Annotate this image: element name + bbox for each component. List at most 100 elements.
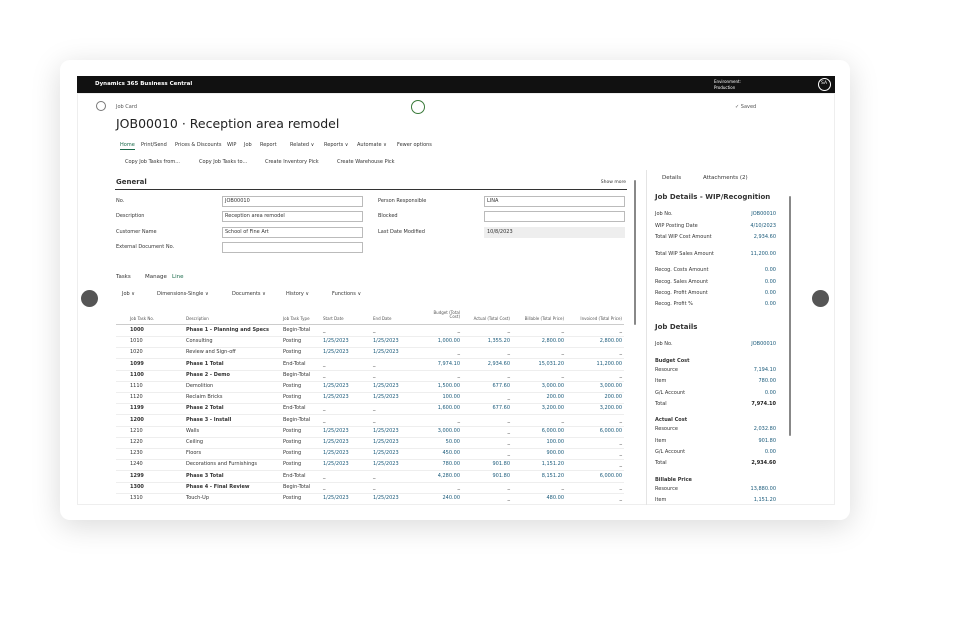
table-cell[interactable]: 1100 [130, 371, 144, 378]
tab[interactable]: Tasks [116, 274, 131, 280]
table-cell: _ [619, 450, 623, 457]
factbox-label: Item [655, 437, 667, 444]
factbox-value[interactable]: 7,194.10 [753, 366, 776, 373]
factbox-value[interactable]: 0.00 [764, 267, 776, 274]
table-cell: _ [619, 349, 623, 356]
table-cell: 1/25/2023 [323, 349, 349, 356]
table-cell: _ [323, 371, 326, 378]
menu-item[interactable]: Print/Send [141, 142, 167, 148]
table-cell[interactable]: 1210 [130, 427, 143, 434]
menu-item[interactable]: Automate ∨ [357, 142, 387, 148]
table-cell[interactable]: 1230 [130, 450, 143, 457]
factbox-value[interactable]: 2,934.60 [753, 234, 776, 240]
table-cell[interactable]: 1120 [130, 394, 143, 401]
field-input[interactable] [484, 227, 625, 238]
table-cell[interactable]: 1300 [130, 483, 144, 490]
factbox-value[interactable]: 7,974.10 [751, 400, 776, 407]
table-cell: Posting [283, 394, 302, 401]
factbox-value[interactable]: 2,032.80 [753, 426, 776, 433]
table-cell[interactable]: 1000 [130, 327, 144, 333]
field-input[interactable] [484, 196, 625, 207]
factbox-value[interactable]: 0.00 [764, 449, 776, 455]
table-cell[interactable]: 1199 [130, 405, 144, 412]
avatar[interactable] [818, 78, 831, 91]
tab[interactable]: Line [172, 274, 184, 280]
table-cell[interactable]: 1099 [130, 360, 144, 367]
column-header: Start Date [323, 316, 344, 321]
factbox-value[interactable]: 1,151.20 [753, 497, 776, 504]
factbox-label: Job No. [655, 211, 673, 217]
row-divider [116, 425, 624, 427]
toolbar-button[interactable]: Dimensions-Single ∨ [157, 291, 209, 297]
table-cell[interactable]: 1310 [130, 495, 143, 501]
action-button[interactable]: Copy Job Tasks to... [199, 159, 248, 165]
action-button[interactable]: Copy Job Tasks from... [125, 159, 180, 165]
factbox-label: Recog. Profit % [655, 301, 693, 308]
table-cell: _ [323, 360, 326, 367]
menu-item[interactable]: Reports ∨ [324, 142, 349, 148]
table-cell: 1/25/2023 [373, 439, 399, 445]
table-cell[interactable]: 1220 [130, 439, 143, 445]
field-input[interactable] [222, 211, 363, 222]
menu-item[interactable]: Related ∨ [290, 142, 315, 148]
toolbar-button[interactable]: Documents ∨ [232, 291, 266, 297]
factbox-value[interactable]: 2,934.60 [751, 460, 776, 467]
factbox-tab[interactable]: Details [662, 175, 682, 181]
table-cell: 11,200.00 [596, 360, 622, 367]
factbox-value[interactable]: 901.80 [758, 437, 777, 444]
table-cell: 100.00 [442, 394, 461, 401]
table-cell[interactable]: 1240 [130, 461, 143, 468]
tab[interactable]: Manage [145, 274, 167, 280]
table-cell: 1/25/2023 [373, 450, 399, 457]
edit-button[interactable] [411, 100, 425, 114]
table-cell[interactable]: 1020 [130, 349, 143, 356]
row-divider [116, 448, 624, 449]
column-header: Billable (Total Price) [524, 316, 564, 321]
table-cell: _ [457, 349, 461, 356]
action-button[interactable]: Create Warehouse Pick [337, 159, 395, 165]
field-input[interactable] [222, 196, 363, 207]
table-cell: 3,200.00 [599, 405, 622, 412]
factbox-value[interactable]: 13,880.00 [750, 485, 776, 492]
menu-item[interactable]: Report [260, 142, 277, 148]
column-header: End Date [373, 316, 392, 321]
factbox-value[interactable]: 0.00 [764, 389, 776, 396]
environment-label: Environment: [714, 79, 741, 84]
menu-item[interactable]: Job [244, 142, 252, 148]
prev-button[interactable] [81, 290, 98, 307]
table-cell: 3,200.00 [541, 405, 564, 412]
factbox-value[interactable]: 0.00 [764, 290, 776, 296]
toolbar-button[interactable]: Job ∨ [122, 291, 135, 297]
back-button[interactable] [96, 101, 106, 111]
factbox-value[interactable]: JOB00010 [751, 340, 776, 347]
show-more[interactable]: Show more [600, 180, 626, 185]
factbox-value[interactable]: 4/10/2023 [750, 222, 776, 229]
menu-item[interactable]: Fewer options [397, 142, 432, 148]
table-cell[interactable]: 1110 [130, 383, 143, 389]
factbox-value[interactable]: 11,200.00 [750, 250, 776, 257]
action-button[interactable]: Create Inventory Pick [265, 159, 319, 165]
table-cell: 1/25/2023 [323, 439, 349, 445]
factbox-value[interactable]: 0.00 [764, 301, 776, 308]
next-button[interactable] [812, 290, 829, 307]
table-cell[interactable]: 1200 [130, 416, 144, 423]
factbox-label: Resource [655, 366, 678, 373]
menu-item[interactable]: WIP [227, 142, 237, 148]
table-cell[interactable]: 1010 [130, 338, 143, 345]
field-input[interactable] [484, 211, 625, 222]
table-cell[interactable]: 1299 [130, 472, 144, 479]
table-cell: 100.00 [546, 439, 565, 445]
factbox-value[interactable]: JOB00010 [751, 211, 776, 217]
factbox-tab[interactable]: Attachments (2) [703, 175, 748, 181]
table-cell: _ [619, 327, 623, 333]
menu-item[interactable]: Prices & Discounts [175, 142, 222, 148]
field-input[interactable] [222, 242, 363, 253]
field-input[interactable] [222, 227, 363, 238]
factbox-value[interactable]: 0.00 [764, 278, 776, 285]
factbox-value[interactable]: 780.00 [758, 378, 777, 385]
menu-item[interactable]: Home [120, 142, 135, 148]
table-cell: _ [561, 483, 565, 490]
toolbar-button[interactable]: Functions ∨ [332, 291, 362, 297]
toolbar-button[interactable]: History ∨ [286, 291, 310, 297]
table-cell: Phase 3 Total [186, 472, 224, 479]
